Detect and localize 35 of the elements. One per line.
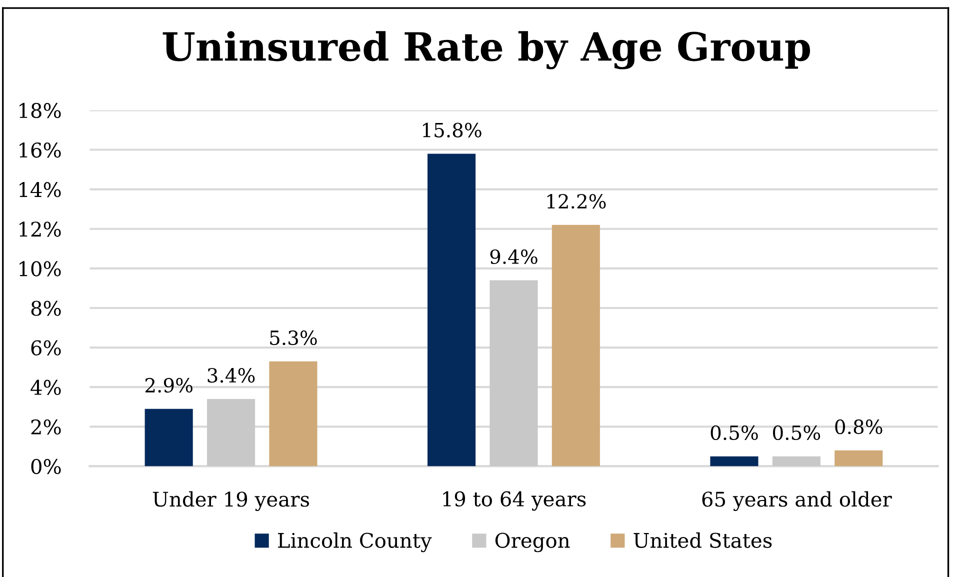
data-label: 15.8% bbox=[423, 122, 482, 138]
x-tick-label: 65 years and older bbox=[702, 491, 892, 511]
y-tick-label: 0% bbox=[31, 458, 61, 474]
x-tick-label: Under 19 years bbox=[152, 491, 310, 511]
y-tick-label: 16% bbox=[20, 142, 61, 158]
bar bbox=[428, 154, 476, 466]
bar bbox=[710, 456, 758, 466]
data-label: 12.2% bbox=[547, 194, 606, 209]
bar bbox=[552, 224, 600, 466]
x-tick-label: 19 to 64 years bbox=[443, 491, 586, 511]
data-label: 0.5% bbox=[773, 425, 820, 440]
legend-label: Oregon bbox=[495, 532, 570, 552]
bar bbox=[206, 398, 256, 466]
y-tick-label: 12% bbox=[20, 222, 61, 237]
bar bbox=[834, 450, 883, 466]
y-tick-label: 18% bbox=[20, 102, 61, 118]
bar bbox=[144, 408, 193, 466]
data-label: 5.3% bbox=[270, 330, 317, 346]
legend-label: Lincoln County bbox=[278, 532, 432, 552]
y-tick-label: 6% bbox=[31, 340, 61, 356]
data-label: 0.8% bbox=[835, 419, 882, 434]
y-tick-label: 2% bbox=[31, 419, 61, 435]
data-label: 9.4% bbox=[490, 249, 538, 264]
data-label: 0.5% bbox=[710, 425, 758, 440]
y-tick-label: 10% bbox=[20, 261, 61, 276]
data-label: 3.4% bbox=[208, 368, 255, 383]
bar bbox=[269, 361, 318, 466]
y-tick-label: 8% bbox=[31, 300, 61, 316]
y-tick-label: 4% bbox=[30, 380, 61, 396]
legend-label: United States bbox=[634, 532, 772, 548]
bar bbox=[772, 456, 820, 466]
bar bbox=[490, 280, 538, 466]
chart-title: Uninsured Rate by Age Group bbox=[162, 31, 810, 70]
y-tick-label: 14% bbox=[20, 182, 61, 198]
data-label: 2.9% bbox=[145, 378, 192, 393]
